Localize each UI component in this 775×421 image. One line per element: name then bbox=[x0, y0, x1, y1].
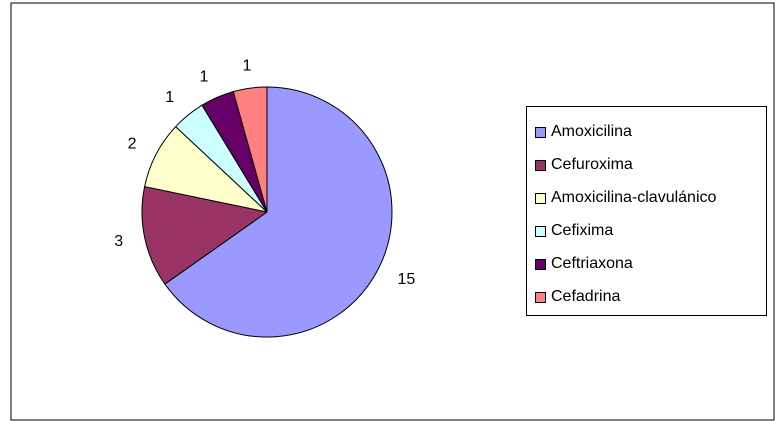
data-label-amoxicilina-clavulanico: 2 bbox=[128, 136, 137, 153]
data-label-cefadrina: 1 bbox=[243, 58, 252, 75]
pie-slice-amoxicilina bbox=[164, 86, 393, 338]
pie-slices bbox=[141, 86, 393, 338]
data-labels: 15 3 2 1 1 1 bbox=[114, 58, 415, 288]
legend-label: Amoxicilina bbox=[551, 123, 632, 140]
legend-item-cefadrina: Cefadrina bbox=[535, 286, 620, 308]
legend-item-amoxicilina-clavulanico: Amoxicilina-clavulánico bbox=[535, 187, 716, 209]
data-label-amoxicilina: 15 bbox=[398, 271, 416, 288]
legend-item-ceftriaxona: Ceftriaxona bbox=[535, 253, 633, 275]
data-label-cefixima: 1 bbox=[165, 89, 174, 106]
legend-item-cefixima: Cefixima bbox=[535, 220, 613, 242]
legend-item-cefuroxima: Cefuroxima bbox=[535, 154, 633, 176]
legend-item-amoxicilina: Amoxicilina bbox=[535, 121, 632, 143]
legend: Amoxicilina Cefuroxima Amoxicilina-clavu… bbox=[526, 106, 767, 316]
legend-swatch bbox=[535, 291, 546, 303]
pie-slice-cefadrina bbox=[232, 86, 268, 213]
legend-swatch bbox=[535, 225, 546, 237]
legend-label: Cefadrina bbox=[551, 288, 621, 305]
legend-label: Cefixima bbox=[551, 222, 614, 239]
legend-swatch bbox=[535, 159, 546, 171]
legend-label: Ceftriaxona bbox=[551, 255, 633, 272]
legend-swatch bbox=[535, 126, 546, 138]
data-label-cefuroxima: 3 bbox=[114, 233, 123, 250]
legend-swatch bbox=[535, 258, 546, 270]
data-label-ceftriaxona: 1 bbox=[199, 68, 208, 85]
legend-swatch bbox=[535, 192, 546, 204]
pie-slice-cefuroxima bbox=[141, 186, 268, 285]
legend-label: Cefuroxima bbox=[551, 156, 633, 173]
legend-label: Amoxicilina-clavulánico bbox=[551, 189, 717, 206]
